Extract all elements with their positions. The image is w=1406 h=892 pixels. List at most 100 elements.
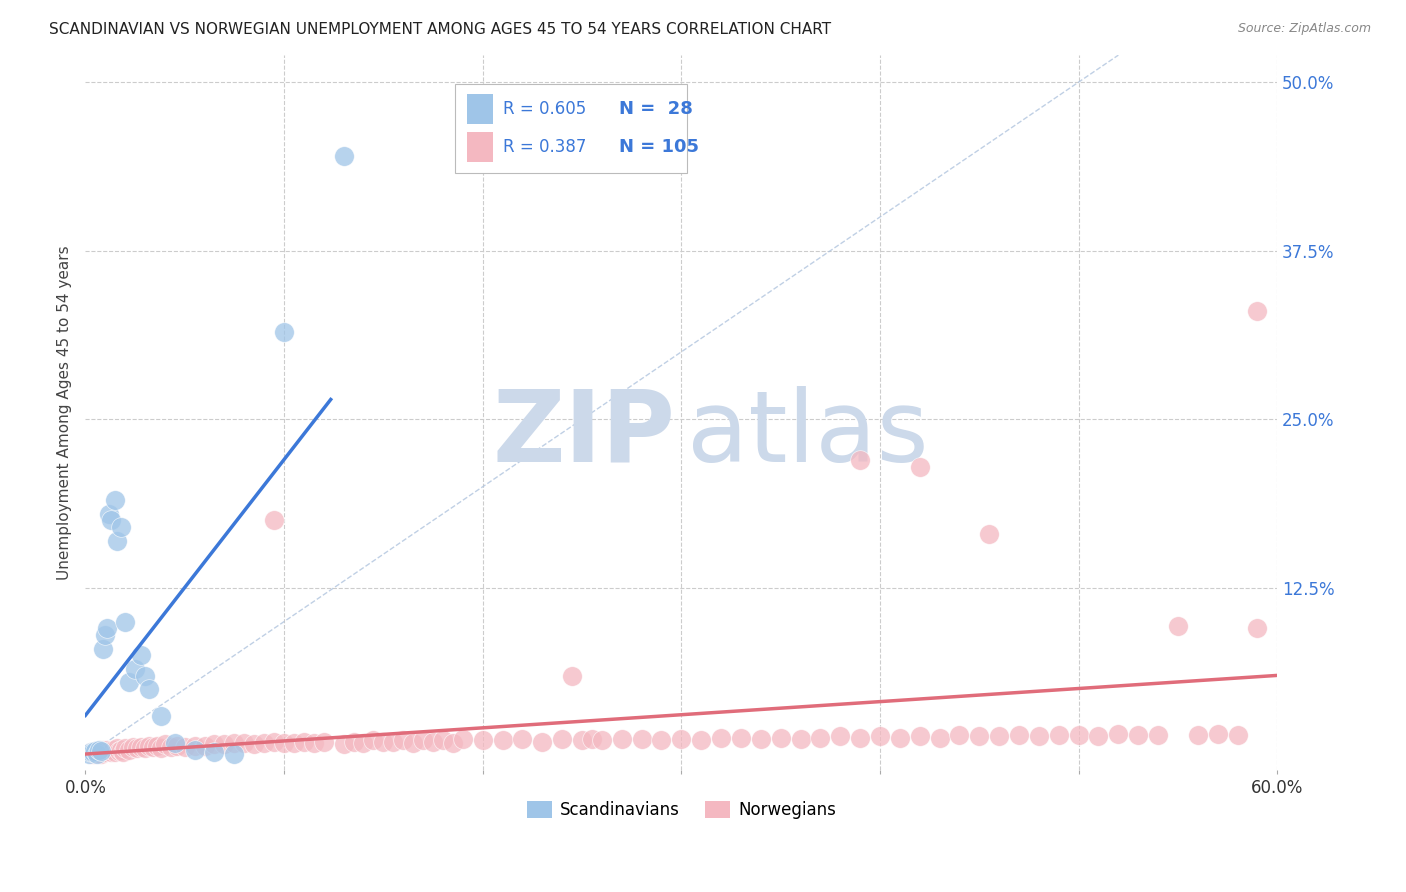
Point xyxy=(149,709,172,723)
Point xyxy=(84,744,107,758)
Point xyxy=(292,734,315,748)
Point xyxy=(610,731,633,746)
FancyBboxPatch shape xyxy=(456,84,688,173)
Point xyxy=(142,740,165,755)
Point xyxy=(471,733,494,747)
Point xyxy=(849,731,872,745)
Point xyxy=(591,733,613,747)
Point xyxy=(124,662,146,676)
Text: atlas: atlas xyxy=(688,385,929,483)
Point xyxy=(422,734,444,748)
Point xyxy=(89,744,111,758)
Point xyxy=(100,513,122,527)
Point xyxy=(103,743,125,757)
Point xyxy=(110,520,132,534)
Point xyxy=(125,741,148,756)
Point xyxy=(173,740,195,755)
Legend: Scandinavians, Norwegians: Scandinavians, Norwegians xyxy=(520,795,842,826)
Point xyxy=(908,459,931,474)
Point xyxy=(122,740,145,755)
Point xyxy=(342,734,364,748)
Point xyxy=(491,733,513,747)
Point xyxy=(979,527,1001,541)
Point xyxy=(1128,728,1150,742)
Point xyxy=(908,729,931,743)
Point xyxy=(108,744,131,758)
Point xyxy=(1028,729,1050,743)
Text: N = 105: N = 105 xyxy=(620,138,699,156)
Point xyxy=(86,747,108,761)
Point xyxy=(253,736,276,750)
Text: R = 0.387: R = 0.387 xyxy=(502,138,586,156)
Point xyxy=(94,628,117,642)
Bar xyxy=(467,132,494,162)
Point xyxy=(80,746,103,760)
Point xyxy=(94,746,117,760)
Point xyxy=(402,736,425,750)
Point xyxy=(146,739,169,753)
Point xyxy=(129,648,152,663)
Point xyxy=(769,731,792,745)
Point xyxy=(233,736,256,750)
Point xyxy=(1008,728,1031,742)
Point xyxy=(730,731,752,745)
Point xyxy=(204,737,226,751)
Point xyxy=(1226,728,1249,742)
Point xyxy=(749,731,772,746)
Point xyxy=(392,733,415,747)
Point xyxy=(214,737,236,751)
Point xyxy=(159,740,181,755)
Point xyxy=(91,641,114,656)
Point xyxy=(80,746,103,760)
Point xyxy=(531,734,554,748)
Point xyxy=(138,682,160,697)
Point xyxy=(1187,728,1209,742)
Point xyxy=(193,739,215,753)
Point xyxy=(129,740,152,755)
Point xyxy=(89,743,111,757)
Point xyxy=(110,743,132,757)
Point xyxy=(134,668,156,682)
Point xyxy=(90,744,112,758)
Point xyxy=(432,733,454,747)
Point xyxy=(969,729,991,743)
Point xyxy=(163,736,186,750)
Point xyxy=(869,729,891,743)
Point xyxy=(302,736,325,750)
Point xyxy=(353,736,375,750)
Point xyxy=(312,734,335,748)
Point xyxy=(98,507,121,521)
Point xyxy=(138,739,160,753)
Point xyxy=(166,739,188,753)
Point xyxy=(105,533,128,548)
Point xyxy=(283,736,305,750)
Point xyxy=(332,737,354,751)
Point xyxy=(118,743,141,757)
Point xyxy=(183,739,205,753)
Point xyxy=(650,733,672,747)
Point xyxy=(551,731,574,746)
Point xyxy=(273,736,295,750)
Point xyxy=(91,743,114,757)
Point xyxy=(441,736,464,750)
Point xyxy=(243,737,266,751)
Point xyxy=(84,744,107,758)
Point xyxy=(96,743,118,757)
Point xyxy=(86,746,108,760)
Point xyxy=(82,746,104,760)
Point xyxy=(114,741,136,756)
Text: Source: ZipAtlas.com: Source: ZipAtlas.com xyxy=(1237,22,1371,36)
Point xyxy=(1246,304,1268,318)
Point xyxy=(373,734,395,748)
Point xyxy=(571,733,593,747)
Point xyxy=(710,731,733,745)
Point xyxy=(1047,728,1070,742)
Point xyxy=(104,493,127,508)
Point xyxy=(98,744,121,758)
Point xyxy=(412,733,434,747)
Point xyxy=(451,731,474,746)
Point xyxy=(79,747,101,761)
Point xyxy=(1206,726,1229,740)
Point xyxy=(149,741,172,756)
Point xyxy=(889,731,911,745)
